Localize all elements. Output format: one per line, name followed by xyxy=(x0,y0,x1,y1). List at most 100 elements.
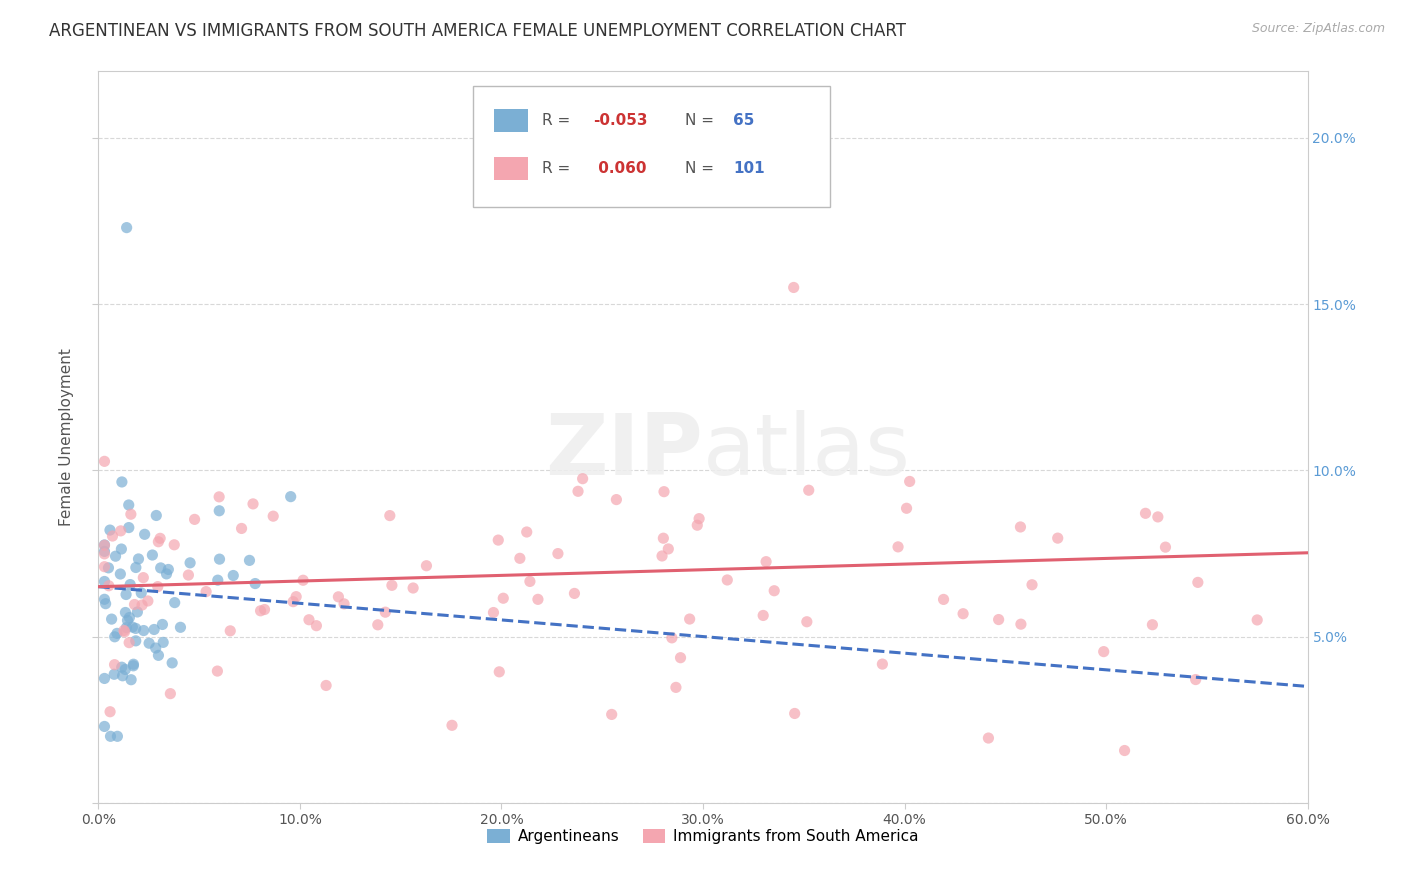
Point xyxy=(177,568,200,582)
Point xyxy=(97,561,120,575)
FancyBboxPatch shape xyxy=(494,109,527,132)
Point xyxy=(987,613,1010,627)
Point xyxy=(93,538,115,552)
Point xyxy=(110,524,132,538)
Point xyxy=(132,571,155,585)
Text: R =: R = xyxy=(543,161,575,176)
Point xyxy=(163,596,186,610)
Point xyxy=(280,490,302,504)
Point xyxy=(752,608,775,623)
Point xyxy=(1135,506,1157,520)
Point xyxy=(97,579,120,593)
Point xyxy=(669,650,692,665)
Point xyxy=(148,534,170,549)
Point xyxy=(98,523,121,537)
FancyBboxPatch shape xyxy=(494,157,527,180)
Point xyxy=(1246,613,1268,627)
Point xyxy=(94,597,117,611)
Point xyxy=(661,631,683,645)
Point xyxy=(678,612,700,626)
Point xyxy=(169,620,191,634)
Point xyxy=(111,475,134,489)
Point xyxy=(93,544,115,558)
Point xyxy=(305,618,328,632)
Text: N =: N = xyxy=(685,161,714,176)
Point xyxy=(131,598,153,612)
Text: Source: ZipAtlas.com: Source: ZipAtlas.com xyxy=(1251,22,1385,36)
Point xyxy=(98,705,121,719)
Text: -0.053: -0.053 xyxy=(593,113,648,128)
Point xyxy=(1184,673,1206,687)
Point xyxy=(1187,575,1209,590)
Point xyxy=(238,553,260,567)
Point xyxy=(107,729,129,743)
Point xyxy=(141,548,163,562)
Point xyxy=(564,586,586,600)
Point xyxy=(283,595,305,609)
Point xyxy=(657,541,679,556)
Point xyxy=(93,574,115,589)
Point xyxy=(145,508,167,523)
Point xyxy=(381,578,404,592)
Point xyxy=(547,547,569,561)
Point xyxy=(93,559,115,574)
Point xyxy=(315,678,337,692)
Point xyxy=(208,504,231,518)
Point xyxy=(1046,531,1069,545)
Point xyxy=(755,555,778,569)
Point xyxy=(1147,509,1170,524)
Point xyxy=(115,621,138,635)
Point xyxy=(374,605,396,619)
Point xyxy=(157,562,180,576)
Point xyxy=(110,542,132,557)
Point xyxy=(207,664,229,678)
Point xyxy=(114,606,136,620)
Point xyxy=(118,520,141,534)
Point xyxy=(100,612,122,626)
Point xyxy=(328,590,350,604)
Point xyxy=(262,509,284,524)
Point xyxy=(440,718,463,732)
Point xyxy=(977,731,1000,745)
Point xyxy=(122,658,145,673)
Point xyxy=(152,635,174,649)
Point xyxy=(183,512,205,526)
Point xyxy=(132,624,155,638)
Point xyxy=(253,602,276,616)
Point xyxy=(114,624,136,639)
Point xyxy=(1114,743,1136,757)
Legend: Argentineans, Immigrants from South America: Argentineans, Immigrants from South Amer… xyxy=(481,822,925,850)
Point xyxy=(179,556,201,570)
Point xyxy=(127,605,149,619)
Point xyxy=(219,624,242,638)
Point xyxy=(129,586,152,600)
Point xyxy=(231,521,253,535)
Point xyxy=(378,508,401,523)
Point xyxy=(1142,617,1164,632)
Point xyxy=(652,531,675,545)
Point xyxy=(651,549,673,563)
Point xyxy=(243,576,266,591)
Point xyxy=(482,606,505,620)
Point xyxy=(872,657,894,671)
Point xyxy=(93,719,115,733)
Point xyxy=(285,590,308,604)
Point xyxy=(688,511,710,525)
Point xyxy=(571,472,593,486)
Point xyxy=(93,592,115,607)
Point xyxy=(138,636,160,650)
Point xyxy=(104,630,127,644)
Point xyxy=(605,492,627,507)
Point xyxy=(120,673,142,687)
Point xyxy=(115,587,138,601)
Point xyxy=(122,657,145,672)
Point xyxy=(93,547,115,561)
Point xyxy=(93,672,115,686)
Point xyxy=(125,622,148,636)
Point xyxy=(1154,540,1177,554)
Point xyxy=(143,623,166,637)
Point xyxy=(249,604,271,618)
Point xyxy=(120,507,142,521)
Point xyxy=(117,613,139,627)
Point xyxy=(887,540,910,554)
